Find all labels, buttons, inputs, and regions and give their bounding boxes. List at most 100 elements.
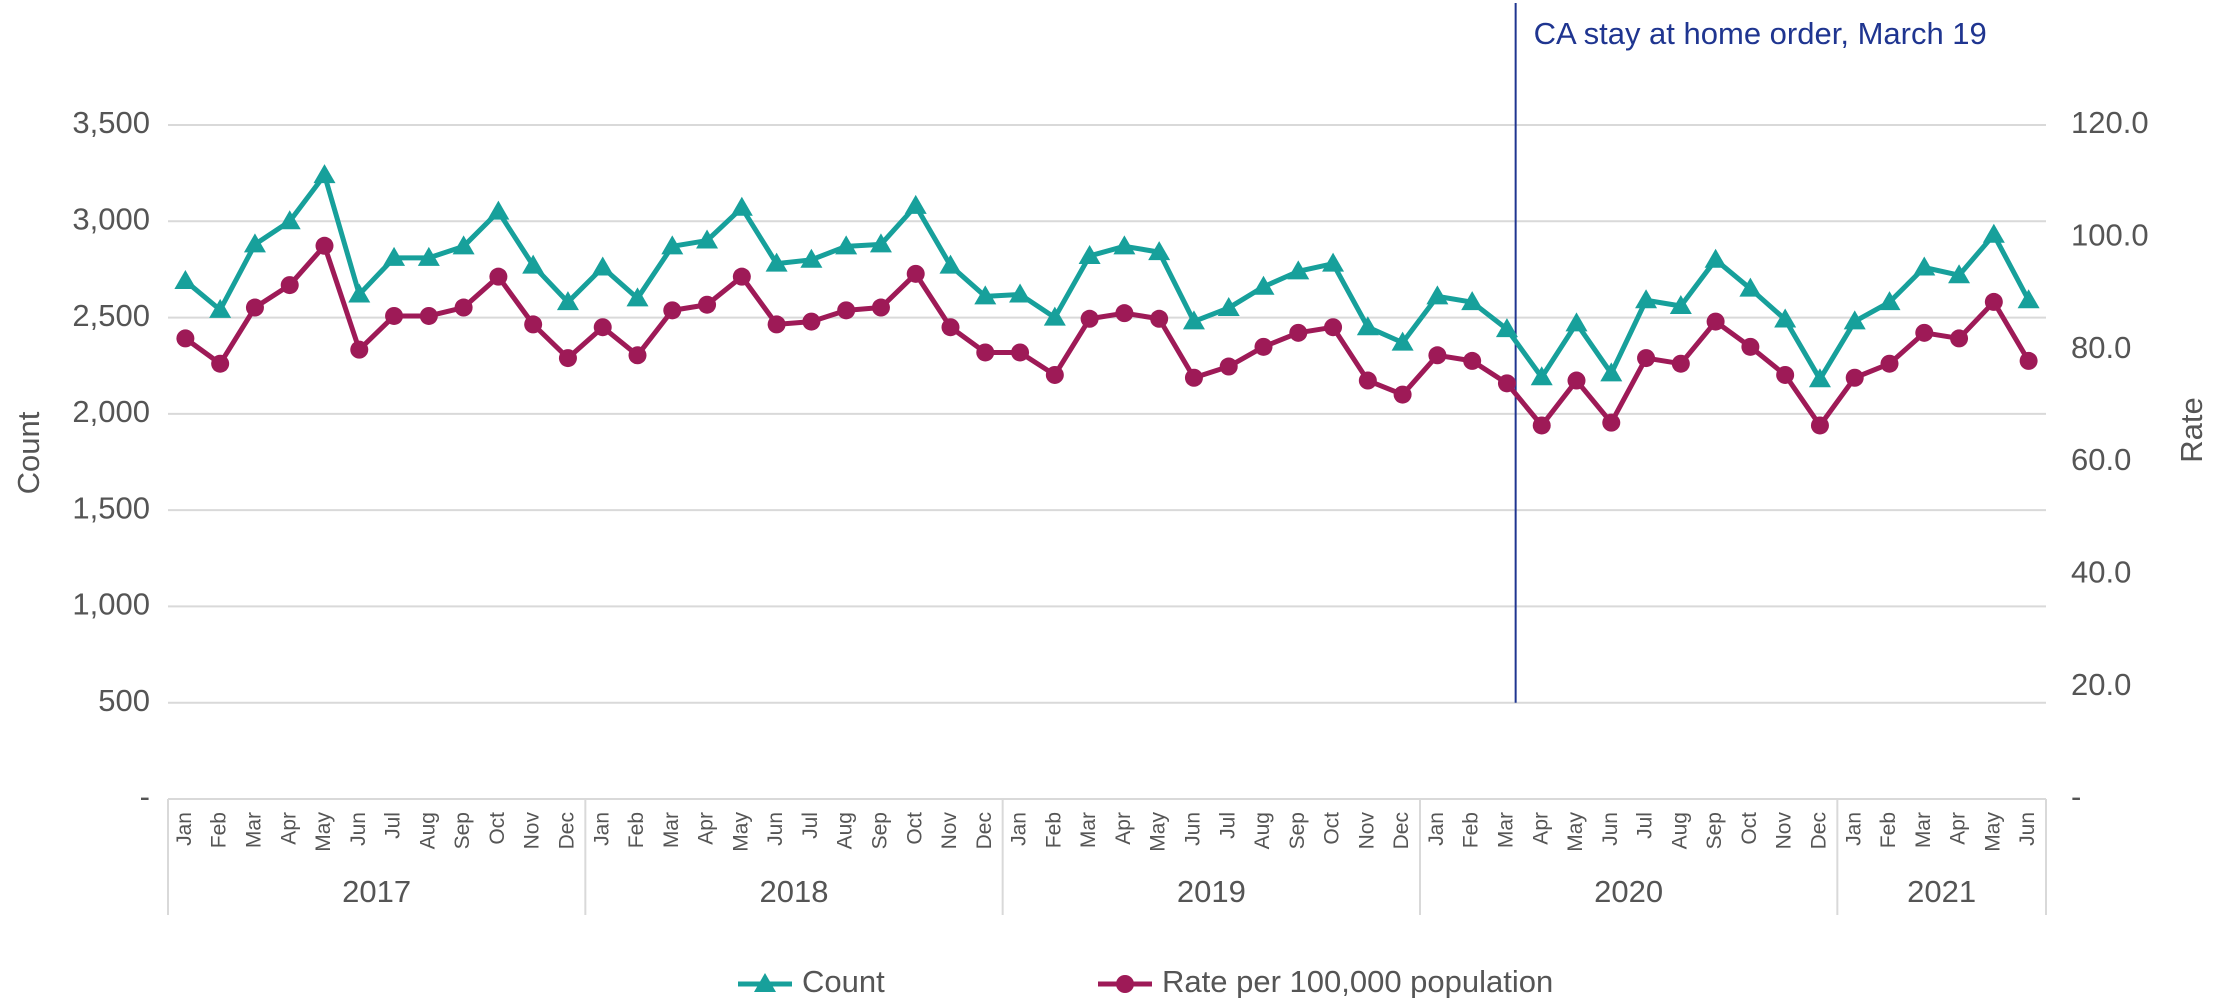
marker (1148, 241, 1171, 261)
marker (1011, 343, 1030, 362)
marker (802, 312, 821, 331)
marker (211, 354, 230, 373)
marker (315, 236, 334, 255)
marker (1358, 371, 1377, 390)
marker (2019, 351, 2038, 370)
marker (1078, 244, 1101, 264)
marker (869, 233, 892, 253)
marker (1845, 368, 1864, 387)
x-tick-label: Aug (1251, 812, 1274, 849)
annotation-text: CA stay at home order, March 19 (1534, 16, 1987, 51)
x-tick-label: Oct (486, 812, 509, 845)
series-line (183, 243, 2031, 428)
marker (730, 196, 753, 216)
marker (1600, 362, 1623, 382)
y2-tick-label: 20.0 (2071, 667, 2131, 702)
marker (243, 233, 266, 253)
marker (1184, 368, 1203, 387)
x-tick-label: Aug (416, 812, 439, 849)
marker (1669, 295, 1692, 315)
marker (1217, 296, 1240, 316)
x-tick-label: Jul (382, 812, 405, 839)
marker (1289, 323, 1308, 342)
marker (765, 252, 788, 272)
marker (626, 287, 649, 307)
marker (1428, 346, 1447, 365)
marker (1913, 256, 1936, 276)
legend-marker (754, 973, 776, 992)
x-tick-label: Mar (1494, 812, 1517, 848)
marker (593, 318, 612, 337)
series (176, 236, 2038, 435)
marker (1880, 354, 1899, 373)
marker (1393, 385, 1412, 404)
marker (1113, 235, 1136, 255)
marker (1808, 368, 1831, 388)
marker (524, 315, 543, 334)
marker (1495, 318, 1518, 338)
marker (1043, 306, 1066, 326)
y2-axis-title: Rate (2174, 397, 2209, 462)
x-tick-label: Dec (555, 812, 578, 849)
x-tick-label: Oct (1321, 812, 1344, 845)
marker (1567, 371, 1586, 390)
marker (452, 235, 475, 255)
x-tick-label: Mar (660, 812, 683, 848)
x-tick-label: Jun (347, 812, 370, 846)
marker (1356, 316, 1379, 336)
marker (1252, 275, 1275, 295)
marker (385, 306, 404, 325)
marker (628, 346, 647, 365)
marker (1322, 252, 1345, 272)
x-tick-label: Jan (1425, 812, 1448, 846)
marker (1950, 329, 1969, 348)
legend-label: Rate per 100,000 population (1162, 964, 1553, 998)
group-label: 2021 (1907, 874, 1976, 909)
marker (1045, 365, 1064, 384)
marker (1080, 309, 1099, 328)
x-tick-label: Oct (903, 812, 926, 845)
marker (245, 298, 264, 317)
x-tick-label: Mar (1912, 812, 1935, 848)
marker (974, 285, 997, 305)
marker (1219, 357, 1238, 376)
y-tick-label: 1,000 (72, 587, 150, 622)
marker (2017, 289, 2040, 309)
x-tick-label: Feb (625, 812, 648, 848)
x-tick-label: Aug (834, 812, 857, 849)
legend-label: Count (802, 964, 885, 998)
x-tick-label: Apr (1947, 812, 1970, 845)
x-tick-label: Jan (1842, 812, 1865, 846)
x-tick-label: May (1147, 812, 1170, 852)
marker (1532, 416, 1551, 435)
marker (1115, 304, 1134, 323)
y-tick-label: 3,500 (72, 105, 150, 140)
x-tick-label: Jan (173, 812, 196, 846)
marker (591, 256, 614, 276)
marker (1461, 291, 1484, 311)
marker (1915, 323, 1934, 342)
marker (350, 340, 369, 359)
marker (313, 164, 336, 184)
y2-tick-label: 100.0 (2071, 218, 2149, 253)
marker (1843, 310, 1866, 330)
marker (1776, 365, 1795, 384)
marker (280, 276, 299, 295)
marker (1391, 331, 1414, 351)
x-tick-label: Apr (277, 812, 300, 845)
marker (209, 298, 232, 318)
group-label: 2018 (760, 874, 829, 909)
x-tick-label: Sep (868, 812, 891, 849)
x-tick-label: Jul (799, 812, 822, 839)
marker (1637, 349, 1656, 368)
y-tick-label: 2,500 (72, 298, 150, 333)
marker (174, 269, 197, 289)
x-tick-label: Jun (1181, 812, 1204, 846)
marker (176, 329, 195, 348)
marker (419, 306, 438, 325)
marker (1530, 366, 1553, 386)
marker (278, 210, 301, 230)
marker (1635, 289, 1658, 309)
marker (1287, 260, 1310, 280)
